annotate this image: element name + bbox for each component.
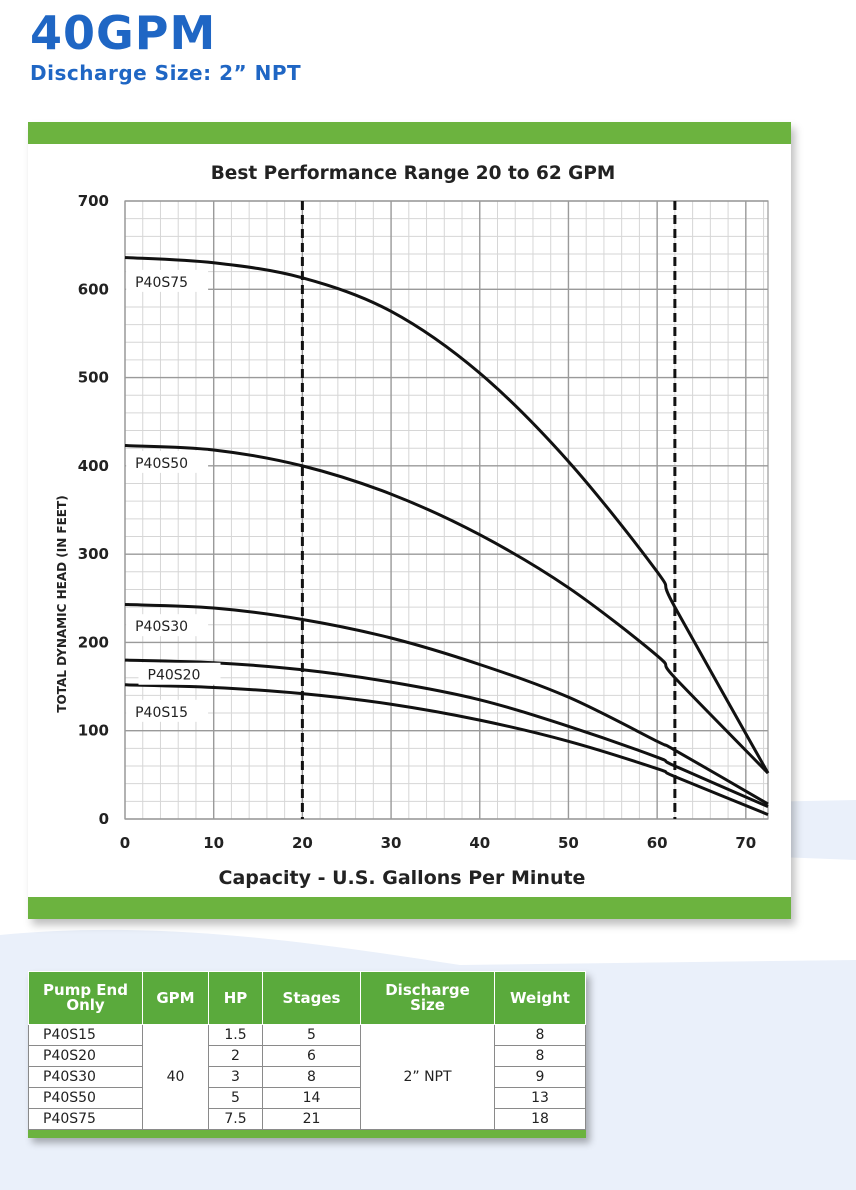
x-tick-label: 20 [292, 834, 313, 852]
curve-p40s15 [124, 683, 769, 816]
x-tick-label: 70 [735, 834, 756, 852]
curve-label: P40S20 [148, 668, 201, 684]
x-axis-label: Capacity - U.S. Gallons Per Minute [219, 867, 586, 889]
pump-cell: P40S20 [28, 1045, 143, 1067]
spec-table: Pump End Only GPM HP Stages Discharge Size… [28, 971, 586, 1130]
table-footer-bar [28, 1130, 586, 1138]
y-tick-label: 200 [78, 633, 109, 651]
minor-grid [124, 200, 768, 820]
column-header-stages: Stages [262, 971, 361, 1025]
x-tick-labels: 0 10 20 30 40 50 60 70 [120, 834, 756, 852]
chart-top-bar [28, 122, 791, 144]
y-tick-label: 300 [78, 545, 109, 563]
hp-cell: 5 [208, 1087, 263, 1109]
plot-border [124, 200, 769, 820]
pump-cell: P40S15 [28, 1024, 143, 1046]
weight-cell: 13 [494, 1087, 586, 1109]
column-header-weight: Weight [494, 971, 586, 1025]
weight-cell: 8 [494, 1045, 586, 1067]
curve-label: P40S15 [135, 705, 188, 721]
curve-p40s20 [124, 658, 769, 809]
weight-cell: 9 [494, 1066, 586, 1088]
x-tick-label: 10 [203, 834, 224, 852]
page-subtitle: Discharge Size: 2” NPT [30, 61, 302, 85]
x-tick-label: 60 [647, 834, 668, 852]
stages-cell: 21 [262, 1108, 361, 1130]
table-row: P40S75 7.5 21 18 [28, 1108, 586, 1130]
table-row: P40S15 40 1.5 5 2” NPT 8 [28, 1024, 586, 1130]
curve-label: P40S30 [135, 619, 188, 635]
column-header-gpm: GPM [142, 971, 209, 1025]
performance-chart: P40S75 P40S50 P40S30 P40S20 P40S15 0 10 20 30 40… [55, 163, 770, 889]
curve-label-bg [126, 614, 209, 637]
curve-label-bg [138, 662, 221, 685]
stages-cell: 6 [262, 1045, 361, 1067]
column-header-hp: HP [208, 971, 263, 1025]
curve-label-bg [126, 450, 209, 473]
pump-cell: P40S30 [28, 1066, 143, 1088]
pump-cell: P40S75 [28, 1108, 143, 1130]
y-tick-label: 600 [78, 280, 109, 298]
column-header-discharge: Discharge Size [360, 971, 495, 1025]
curve-label: P40S75 [135, 275, 188, 291]
table-row: P40S30 3 8 9 [28, 1066, 586, 1088]
y-axis-label: TOTAL DYNAMIC HEAD (IN FEET) [55, 495, 69, 712]
hp-cell: 3 [208, 1066, 263, 1088]
y-tick-label: 400 [78, 457, 109, 475]
curve-label-bg [126, 699, 209, 722]
stages-cell: 8 [262, 1066, 361, 1088]
curve-p40s75 [124, 256, 770, 774]
curve-p40s50 [124, 444, 770, 775]
y-tick-labels: 0 100 200 300 400 500 600 700 [78, 192, 109, 828]
pump-cell: P40S50 [28, 1087, 143, 1109]
hp-cell: 1.5 [208, 1024, 263, 1046]
x-tick-label: 30 [381, 834, 402, 852]
hp-cell: 7.5 [208, 1108, 263, 1130]
page-title: 40GPM [30, 6, 217, 60]
curves [124, 256, 770, 816]
table-row: P40S20 2 6 8 [28, 1045, 586, 1067]
curve-label-bg [126, 269, 209, 292]
x-tick-label: 40 [469, 834, 490, 852]
curve-label: P40S50 [135, 456, 188, 472]
chart-panel: P40S75 P40S50 P40S30 P40S20 P40S15 0 10 20 30 40… [28, 122, 791, 919]
y-tick-label: 700 [78, 192, 109, 210]
stages-cell: 5 [262, 1024, 361, 1046]
y-tick-label: 0 [99, 810, 109, 828]
stages-cell: 14 [262, 1087, 361, 1109]
discharge-cell: 2” NPT [360, 1024, 495, 1130]
column-header-pump: Pump End Only [28, 971, 143, 1025]
curve-p40s30 [124, 602, 769, 806]
curve-labels: P40S75 P40S50 P40S30 P40S20 P40S15 [126, 269, 221, 722]
major-grid [124, 200, 769, 820]
chart-title: Best Performance Range 20 to 62 GPM [211, 163, 616, 184]
y-tick-label: 100 [78, 722, 109, 740]
chart-bottom-bar [28, 897, 791, 919]
table-row: P40S50 5 14 13 [28, 1087, 586, 1109]
page-header: 40GPM Discharge Size: 2” NPT [30, 8, 301, 86]
spec-table-container: Pump End Only GPM HP Stages Discharge Size… [28, 971, 586, 1138]
x-tick-label: 0 [120, 834, 130, 852]
weight-cell: 18 [494, 1108, 586, 1130]
gpm-cell: 40 [142, 1024, 209, 1130]
y-tick-label: 500 [78, 369, 109, 387]
hp-cell: 2 [208, 1045, 263, 1067]
reference-lines [300, 201, 677, 819]
x-tick-label: 50 [558, 834, 579, 852]
table-header-row: Pump End Only GPM HP Stages Discharge Size… [28, 971, 586, 1025]
weight-cell: 8 [494, 1024, 586, 1046]
